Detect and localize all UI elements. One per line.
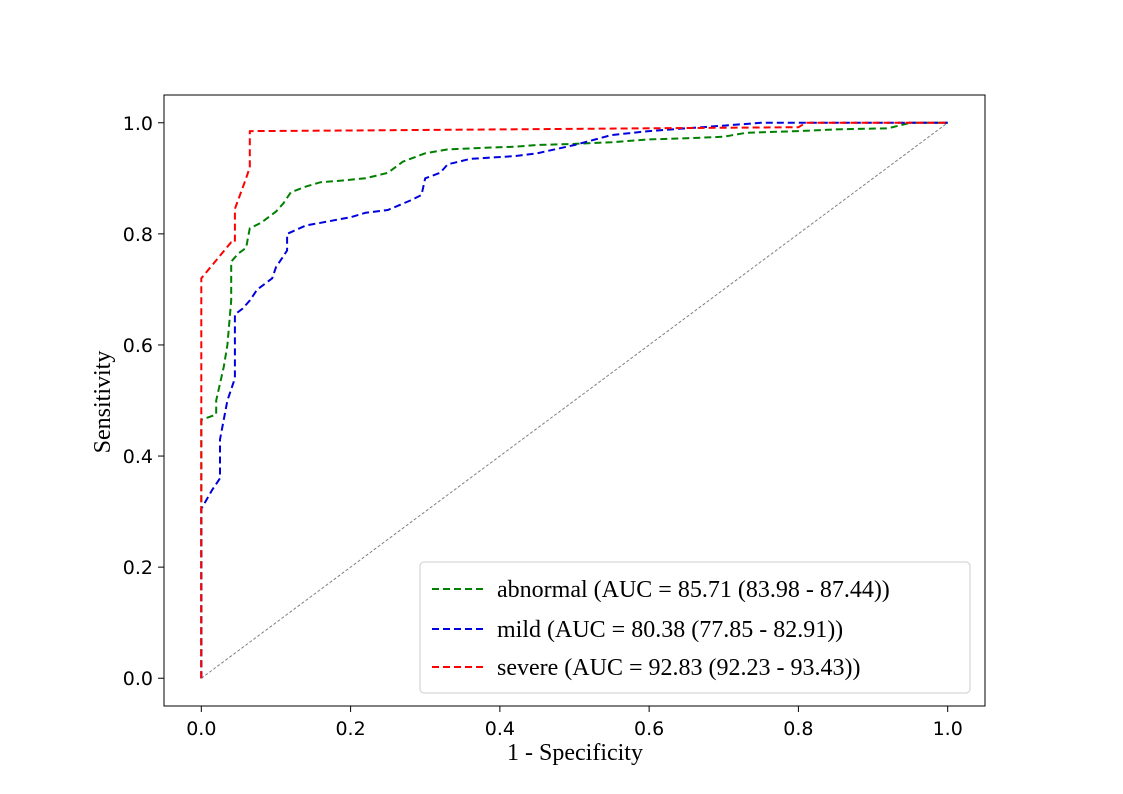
y-tick-label: 0.4 xyxy=(123,446,153,468)
x-axis-ticks: 0.0 0.2 0.4 0.6 0.8 1.0 xyxy=(186,706,963,740)
x-tick-label: 0.8 xyxy=(783,718,813,740)
x-tick-label: 0.6 xyxy=(634,718,664,740)
x-axis-title: 1 - Specificity xyxy=(507,740,643,766)
plot-frame xyxy=(163,94,986,707)
series-line-mild xyxy=(200,121,948,679)
x-tick-label: 0.0 xyxy=(186,718,216,740)
legend-label-severe: severe (AUC = 92.83 (92.23 - 93.43)) xyxy=(497,655,860,681)
y-tick-label: 0.8 xyxy=(123,224,153,246)
y-tick-label: 1.0 xyxy=(123,113,153,135)
y-tick-label: 0.6 xyxy=(123,335,153,357)
legend: abnormal (AUC = 85.71 (83.98 - 87.44)) m… xyxy=(419,561,971,694)
chance-diagonal-line xyxy=(201,122,948,679)
y-axis-ticks: 0.0 0.2 0.4 0.6 0.8 1.0 xyxy=(123,113,164,690)
legend-label-abnormal: abnormal (AUC = 85.71 (83.98 - 87.44)) xyxy=(497,577,890,603)
x-tick-label: 0.4 xyxy=(485,718,515,740)
x-tick-label: 1.0 xyxy=(933,718,963,740)
y-tick-label: 0.2 xyxy=(123,557,153,579)
y-tick-label: 0.0 xyxy=(123,668,153,690)
x-tick-label: 0.2 xyxy=(335,718,365,740)
y-axis-title: Sensitivity xyxy=(90,351,116,454)
plot-area xyxy=(200,121,948,679)
legend-box xyxy=(419,561,971,694)
series-line-abnormal xyxy=(200,121,948,679)
legend-label-mild: mild (AUC = 80.38 (77.85 - 82.91)) xyxy=(497,617,843,643)
